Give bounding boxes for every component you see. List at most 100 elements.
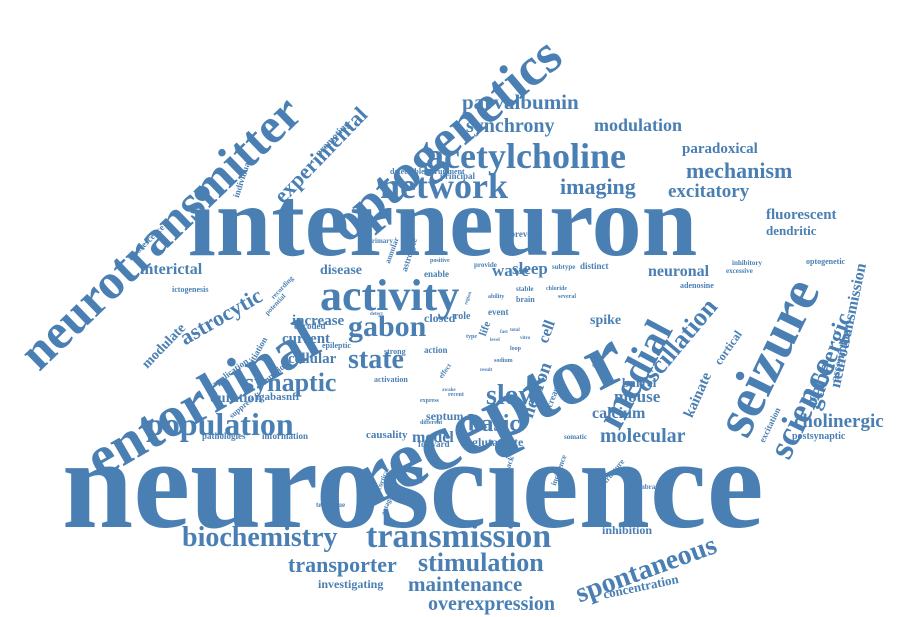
word-several: several [558, 294, 576, 300]
word-effect: effect [437, 362, 454, 381]
word-interneuron: interneuron [188, 166, 698, 277]
word-interictal: interictal [140, 261, 203, 278]
word-recruitment: recruitment [424, 167, 465, 176]
word-fast: fast [500, 330, 508, 335]
word-provide: provide [474, 261, 497, 269]
word-modulate: modulate [139, 321, 189, 372]
word-level: level [490, 338, 500, 343]
word-network: network [380, 166, 508, 206]
word-excessive: excessive [726, 267, 753, 275]
word-paradoxical: paradoxical [682, 141, 758, 157]
word-population: population [146, 406, 294, 442]
word-awake: awake [442, 388, 456, 393]
word-wave: wave [492, 261, 529, 280]
word-distinct: distinct [580, 261, 609, 271]
word-somatic: somatic [564, 433, 587, 441]
word-brain: brain [516, 295, 535, 304]
word-recent: recent [448, 392, 464, 398]
word-different: different [420, 420, 443, 426]
word-model: model [412, 429, 454, 446]
word-subtype: subtype [552, 263, 576, 271]
word-state: state [348, 344, 404, 375]
word-neuronal: neuronal [648, 263, 710, 280]
word-septum: septum [426, 409, 464, 423]
word-cellular: cellular [288, 351, 337, 367]
word-ability: ability [488, 294, 505, 300]
word-activity: activity [320, 271, 460, 320]
word-sleep: sleep [512, 259, 548, 278]
word-stimulation: stimulation [418, 548, 544, 577]
word-modulation: modulation [594, 115, 683, 135]
word-report: report [528, 386, 542, 391]
word-chloride: chloride [546, 286, 567, 292]
word-basic: basic [468, 411, 521, 437]
word-detect: detect [370, 312, 383, 317]
word-pathologies: pathologies [202, 431, 246, 441]
word-inhibition: inhibition [602, 523, 653, 537]
word-enable: enable [424, 269, 450, 279]
word-mouse: mouse [614, 387, 661, 406]
word-prevent: prevent [510, 229, 540, 239]
word-molecular: molecular [600, 425, 686, 447]
word-duration: duration [210, 391, 263, 406]
word-fluorescent: fluorescent [766, 207, 837, 223]
word-life: life [477, 319, 494, 338]
word-loop: loop [510, 346, 522, 352]
word-stable: stable [516, 285, 534, 293]
word-investigating: investigating [318, 577, 384, 591]
word-closed: closed [424, 311, 456, 325]
word-imaging: imaging [560, 174, 636, 199]
word-overexpression: overexpression [428, 593, 556, 615]
word-maintenance: maintenance [408, 572, 523, 596]
word-sodium: sodium [494, 358, 513, 364]
word-excitatory: excitatory [668, 181, 750, 202]
word-adenosine: adenosine [680, 281, 714, 290]
word-technique: technique [316, 501, 346, 509]
word-gabon: gabon [348, 310, 427, 343]
word-region: region [464, 291, 474, 306]
word-cholinergic: cholinergic [794, 411, 884, 432]
word-glutamate: glutamate [472, 435, 524, 449]
word-optogenetic: optogenetic [806, 257, 846, 266]
word-positive: positive [430, 258, 450, 264]
word-acetylcholine: acetylcholine [426, 136, 626, 176]
word-biochemistry: biochemistry [182, 522, 338, 553]
word-synaptic: synaptic [244, 368, 337, 397]
word-event: event [488, 307, 509, 317]
word-information: information [262, 431, 308, 441]
word-epileptic: epileptic [322, 341, 351, 350]
word-inhibitory: inhibitory [732, 259, 762, 267]
word-igabasnfr: igabasnfr [256, 391, 301, 403]
word-action: action [424, 345, 448, 355]
word-increase: increase [292, 313, 345, 329]
word-total: total [510, 328, 520, 333]
word-causality: causality [366, 429, 408, 441]
word-barrel: barrel [622, 375, 657, 390]
word-strong: strong [384, 347, 406, 356]
word-slow: slow [486, 380, 539, 411]
word-mechanism: mechanism [686, 158, 793, 183]
word-role: role [454, 311, 471, 322]
word-dendritic: dendritic [766, 223, 817, 238]
word-express: express [420, 398, 439, 404]
word-vitro: vitro [520, 336, 531, 341]
word-transporter: transporter [288, 552, 397, 577]
word-parvalbumin: parvalbumin [462, 90, 579, 114]
word-disease: disease [320, 263, 362, 278]
word-spike: spike [590, 313, 622, 328]
word-detectable: detectable [390, 167, 425, 176]
word-result: result [480, 368, 493, 373]
word-activation: activation [374, 375, 408, 384]
word-calcium: calcium [592, 405, 646, 422]
word-primary: primary [368, 237, 393, 245]
word-principal: principal [440, 171, 476, 181]
word-type: type [466, 334, 477, 340]
word-ictogenesis: ictogenesis [172, 285, 209, 294]
word-encoded: encoded [294, 321, 326, 331]
word-forward: forward [418, 439, 450, 449]
word-current: current [282, 331, 331, 347]
word-synchrony: synchrony [466, 115, 555, 137]
word-transmission: transmission [366, 518, 552, 555]
word-neuroscience: neuroscience [62, 413, 764, 555]
